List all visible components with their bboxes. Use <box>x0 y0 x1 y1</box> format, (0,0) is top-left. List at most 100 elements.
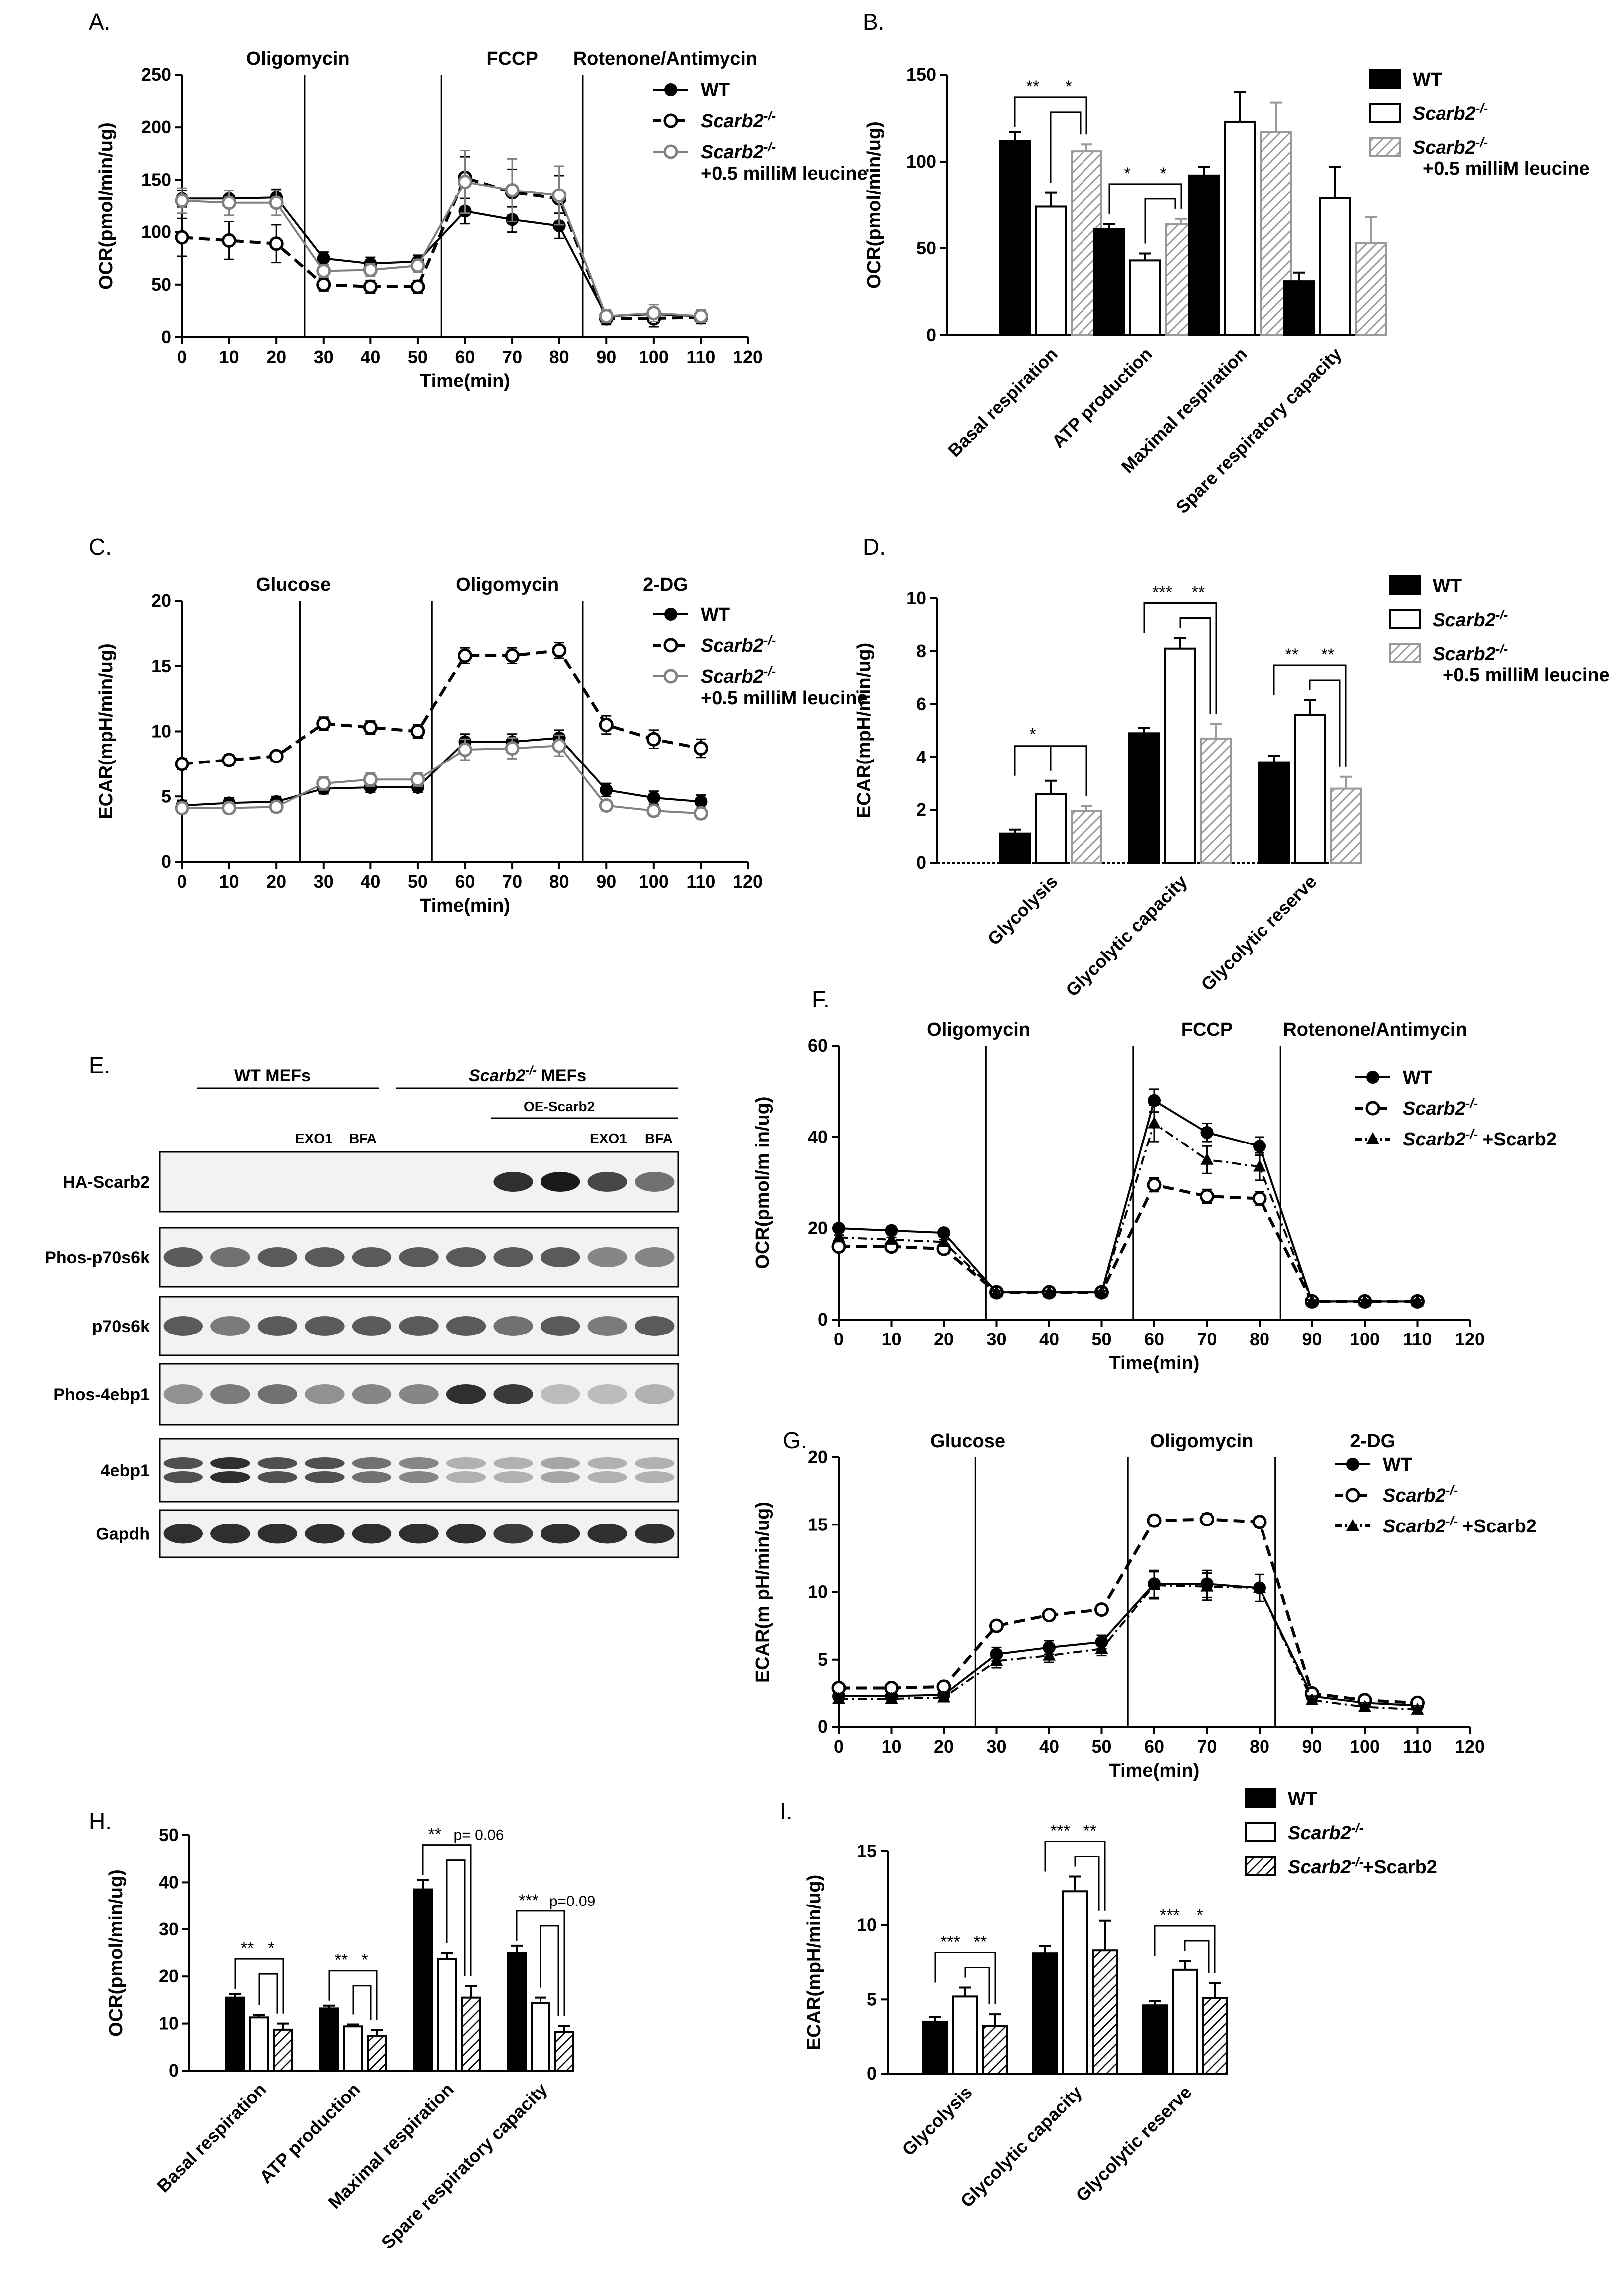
x-tick-label: 70 <box>502 871 522 892</box>
data-point <box>646 803 661 818</box>
data-point <box>1200 1152 1214 1165</box>
significance-bracket <box>964 1967 990 2005</box>
data-point <box>410 258 425 273</box>
bar <box>1129 259 1161 336</box>
y-tick-label: 0 <box>161 851 171 872</box>
y-tick-label: 40 <box>159 1872 179 1892</box>
blot-band <box>587 1457 627 1469</box>
blot-band <box>493 1172 533 1192</box>
x-category-label: Glycolysis <box>983 871 1061 949</box>
bar <box>554 2031 574 2072</box>
injection-label: FCCP <box>1181 1019 1233 1040</box>
x-tick-label: 110 <box>686 871 715 892</box>
bar <box>1283 280 1315 336</box>
blot-band <box>540 1524 580 1544</box>
bar <box>1128 732 1160 864</box>
bar <box>1188 174 1220 336</box>
y-tick-label: 0 <box>818 1716 828 1737</box>
bar <box>461 1996 481 2072</box>
significance-label: ** <box>335 1951 348 1970</box>
bar <box>531 2002 550 2072</box>
x-tick-label: 80 <box>549 871 569 892</box>
blot-band <box>257 1247 298 1267</box>
significance-bracket <box>258 1973 278 2014</box>
bar <box>249 2016 269 2072</box>
series-line <box>181 181 701 318</box>
legend-marker <box>664 608 677 621</box>
x-tick-label: 100 <box>639 871 669 892</box>
significance-bracket <box>540 1925 559 2016</box>
significance-label: * <box>1124 164 1130 183</box>
x-category-label: Spare respiratory capacity <box>1172 344 1346 518</box>
legend-label-ko: Scarb2-/- <box>1383 1483 1458 1506</box>
legend-marker <box>663 638 678 653</box>
data-point <box>1200 1189 1214 1204</box>
significance-bracket <box>446 1859 466 1976</box>
x-tick-label: 20 <box>934 1329 954 1349</box>
chart-f-ocr-timecourse: 0 20 40 60 0 10 20 30 40 50 60 70 80 90 100 110 120 Time(… <box>752 1019 1485 1374</box>
bar <box>1092 1949 1118 2075</box>
x-tick-label: 100 <box>1350 1329 1380 1349</box>
data-point <box>937 1226 950 1240</box>
blot-band <box>399 1524 439 1544</box>
significance-bracket <box>1074 1856 1100 1911</box>
significance-label: ** <box>428 1825 441 1844</box>
blot-band <box>305 1457 345 1469</box>
legend-swatch <box>1369 103 1401 123</box>
x-axis-label: Time(min) <box>420 371 510 391</box>
data-point <box>316 263 331 278</box>
blot-band <box>399 1471 439 1483</box>
y-tick-label: 15 <box>857 1841 877 1861</box>
significance-label: * <box>1196 1906 1203 1925</box>
blot-band <box>446 1457 486 1469</box>
data-point <box>1305 1693 1319 1705</box>
y-tick-label: 100 <box>906 151 936 172</box>
blot-group-ko: Scarb2-/- MEFs <box>469 1064 586 1085</box>
data-point <box>505 741 520 756</box>
bar <box>1032 1952 1058 2075</box>
blot-band <box>163 1384 203 1404</box>
series-line <box>182 745 701 815</box>
blot-row-label: p70s6k <box>92 1317 150 1336</box>
y-tick-label: 4 <box>916 747 926 767</box>
data-point <box>1358 1294 1371 1307</box>
legend-label-wt: WT <box>701 604 730 625</box>
data-point <box>269 236 284 251</box>
y-tick-label: 0 <box>916 852 926 873</box>
significance-label: ** <box>1192 583 1205 602</box>
blot-band <box>635 1172 675 1192</box>
blot-band <box>587 1247 627 1267</box>
x-tick-label: 40 <box>1039 1329 1059 1349</box>
x-tick-label: 0 <box>177 871 187 892</box>
data-point <box>222 195 237 210</box>
data-point <box>694 795 708 808</box>
series-line <box>838 1099 1418 1303</box>
injection-label: Oligomycin <box>246 48 350 69</box>
legend-swatch <box>1389 643 1421 663</box>
data-point <box>1253 1159 1266 1172</box>
y-tick-label: 50 <box>151 274 171 295</box>
data-point <box>505 648 520 663</box>
x-axis-label: Time(min) <box>1109 1353 1200 1374</box>
x-category-label: Basal respiration <box>153 2079 270 2197</box>
bar <box>273 2028 293 2072</box>
significance-label: * <box>1160 164 1166 183</box>
panel-label-i: I. <box>780 1798 793 1824</box>
data-point <box>1147 1513 1162 1528</box>
y-axis-label: OCR(pmol/m in/ug) <box>752 1096 773 1269</box>
x-tick-label: 50 <box>1091 1329 1111 1349</box>
blot-band <box>352 1247 392 1267</box>
y-tick-label: 0 <box>926 325 936 345</box>
data-point <box>410 772 425 787</box>
significance-bracket <box>422 1844 472 1976</box>
blot-band <box>635 1457 675 1469</box>
bar <box>1202 1997 1228 2075</box>
y-tick-label: 250 <box>141 64 171 85</box>
x-tick-label: 90 <box>1302 1329 1322 1349</box>
x-tick-label: 10 <box>219 871 239 892</box>
injection-label: Rotenone/Antimycin <box>1283 1019 1467 1040</box>
x-axis-label: Time(min) <box>1109 1760 1200 1781</box>
y-tick-label: 150 <box>141 169 171 190</box>
x-tick-label: 100 <box>639 347 669 367</box>
